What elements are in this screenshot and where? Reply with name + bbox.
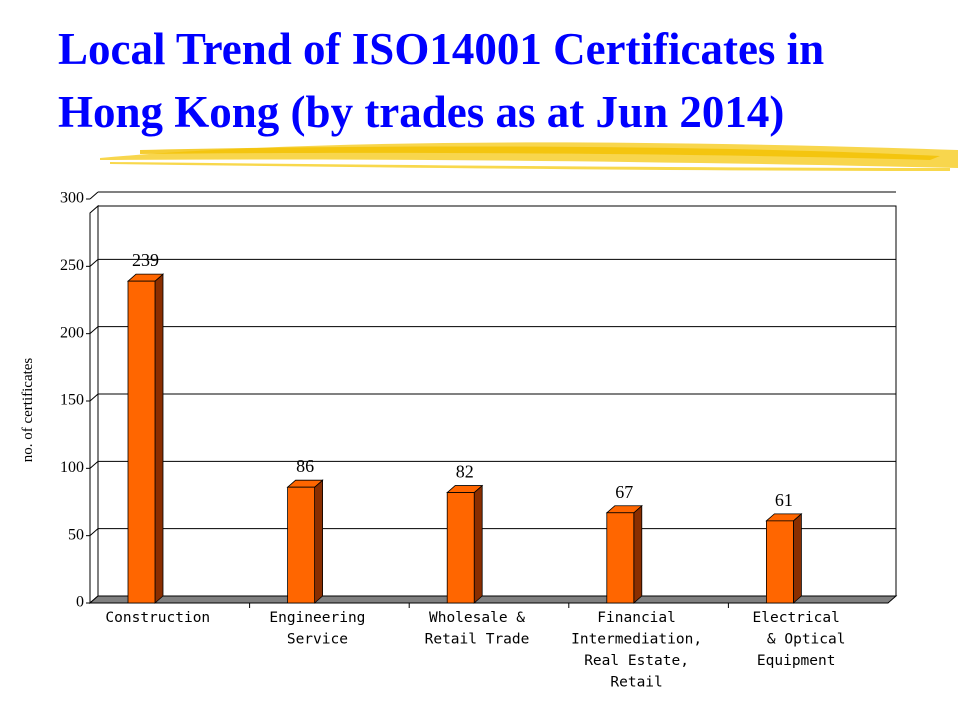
x-tick-label: Engineering	[269, 610, 365, 626]
x-tick-label: Construction	[105, 610, 210, 626]
chart-title: Local Trend of ISO14001 Certificates in	[58, 24, 824, 74]
x-tick-label: Electrical	[753, 610, 840, 626]
y-tick-label: 150	[60, 392, 84, 409]
brush-stroke	[100, 142, 958, 171]
grid-line	[89, 326, 99, 335]
bar-side	[473, 484, 483, 604]
chart-title: Hong Kong (by trades as at Jun 2014)	[58, 87, 784, 137]
x-tick-label: Intermediation,	[571, 632, 702, 648]
bar	[766, 520, 794, 604]
plot-wall	[97, 205, 897, 597]
grid-line	[89, 460, 99, 469]
x-tick-label: Equipment	[757, 653, 836, 669]
value-label: 61	[775, 490, 793, 510]
x-tick-label: Retail	[610, 675, 662, 691]
bar	[127, 280, 156, 604]
bar	[287, 486, 316, 604]
x-tick-label: & Optical	[767, 632, 846, 648]
bar-side	[633, 504, 643, 604]
x-tick-label: Wholesale &	[429, 610, 525, 626]
y-tick-label: 50	[68, 526, 84, 543]
bar	[446, 492, 475, 604]
y-tick-label: 250	[60, 257, 84, 274]
x-tick-label: Real Estate,	[584, 653, 689, 669]
bar-side	[793, 512, 802, 604]
bar-side	[314, 479, 324, 604]
value-label: 82	[456, 462, 474, 482]
x-tick-label: Service	[287, 632, 348, 648]
bar	[606, 512, 635, 604]
grid-line	[89, 528, 99, 537]
y-tick-label: 300	[60, 190, 84, 207]
value-label: 86	[296, 456, 314, 476]
y-tick-label: 100	[60, 459, 84, 476]
x-tick-label: Retail Trade	[425, 632, 530, 648]
grid-line	[89, 258, 99, 267]
value-label: 239	[132, 250, 159, 270]
value-label: 67	[615, 482, 633, 502]
grid-line	[89, 191, 99, 200]
y-axis-label: no. of certificates	[20, 358, 36, 463]
grid-line	[89, 393, 99, 402]
y-tick-label: 200	[60, 324, 84, 341]
y-tick-label: 0	[76, 594, 84, 611]
x-tick-label: Financial	[597, 610, 676, 626]
bar-side	[154, 273, 164, 604]
